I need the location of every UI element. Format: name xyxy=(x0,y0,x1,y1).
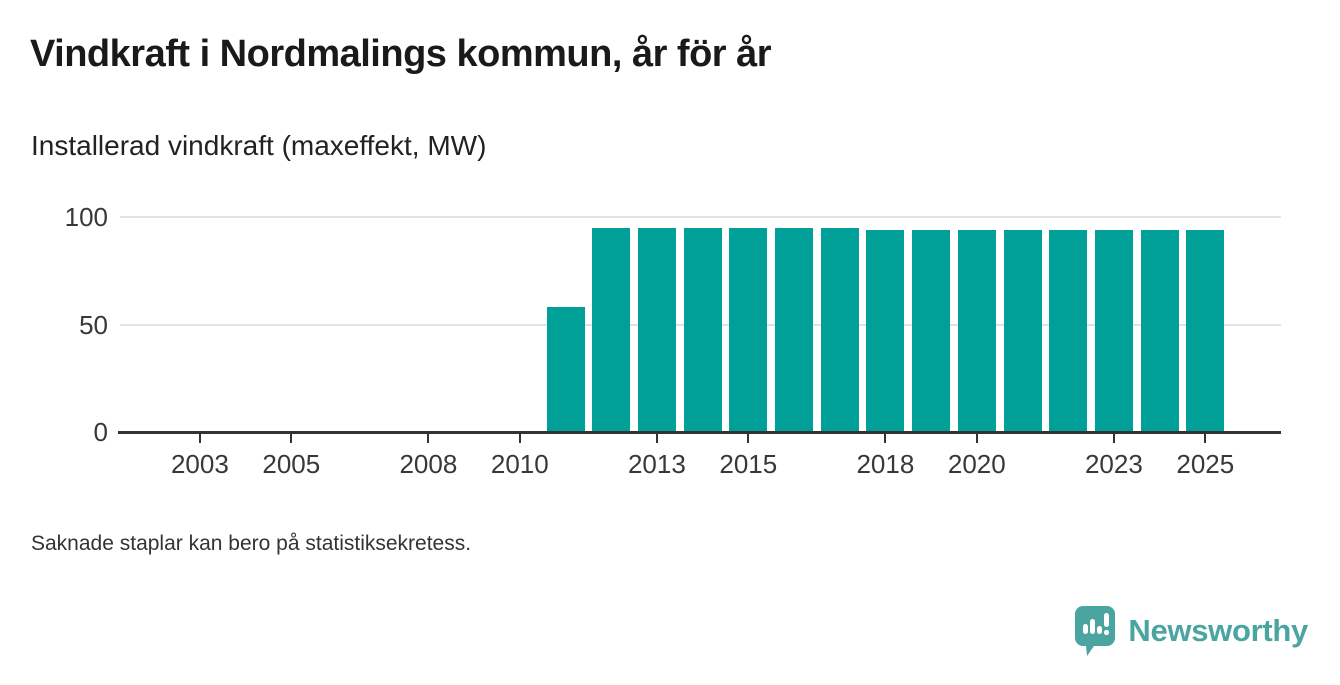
bar-2023 xyxy=(1094,229,1133,432)
chart-footnote: Saknade staplar kan bero på statistiksek… xyxy=(31,532,472,555)
x-axis-tick xyxy=(1204,434,1207,443)
bar-2021 xyxy=(1003,229,1042,432)
x-axis-tick-label: 2013 xyxy=(627,449,686,479)
x-axis-tick-label: 2023 xyxy=(1084,449,1143,479)
bar-2024 xyxy=(1140,229,1179,432)
bar-2012 xyxy=(592,227,631,432)
bar-2016 xyxy=(775,227,813,432)
newsworthy-wordmark: Newsworthy xyxy=(1128,613,1308,648)
x-axis-tick xyxy=(655,434,658,443)
y-axis-tick-label: 100 xyxy=(64,202,108,232)
bar-2025 xyxy=(1186,229,1225,432)
x-axis-tick-label: 2020 xyxy=(947,449,1006,479)
x-axis-tick xyxy=(747,434,750,443)
x-axis-tick xyxy=(1112,434,1115,443)
bar-2011 xyxy=(546,307,585,432)
y-axis-tick-label: 50 xyxy=(79,309,108,340)
x-axis-tick xyxy=(975,434,978,443)
plot-area: 0 50 100 2003 2005 2008 2010 2013 2015 2018 2020 20… xyxy=(64,202,1281,479)
x-axis-tick-label: 2018 xyxy=(856,449,915,479)
bar-2017 xyxy=(820,227,859,432)
bar-2022 xyxy=(1049,229,1088,432)
bar-2018 xyxy=(866,229,905,432)
x-axis-tick-label: 2025 xyxy=(1176,449,1235,479)
bar-2015 xyxy=(729,227,768,432)
gridline-y100 xyxy=(120,216,1281,218)
chart-subtitle: Installerad vindkraft (maxeffekt, MW) xyxy=(31,130,487,161)
bar-2019 xyxy=(912,229,951,432)
newsworthy-logo: Newsworthy xyxy=(1074,605,1308,657)
bar-2014 xyxy=(683,227,722,432)
x-axis-tick xyxy=(518,434,521,443)
x-axis-tick-label: 2010 xyxy=(490,449,549,479)
x-axis-tick xyxy=(884,434,887,443)
x-axis-tick xyxy=(427,434,430,443)
x-axis-tick-label: 2005 xyxy=(262,449,321,479)
x-axis-tick xyxy=(198,434,201,443)
y-axis-tick-label: 0 xyxy=(93,417,108,447)
bar-2020 xyxy=(957,229,996,432)
bar-2013 xyxy=(637,227,676,432)
chart-title: Vindkraft i Nordmalings kommun, år för å… xyxy=(30,33,772,75)
x-axis-tick xyxy=(290,434,293,443)
newsworthy-logo-icon xyxy=(1075,606,1116,656)
x-axis-tick-label: 2003 xyxy=(170,449,229,479)
x-axis-tick-label: 2008 xyxy=(399,449,458,479)
x-axis-tick-label: 2015 xyxy=(719,449,778,479)
x-axis-line xyxy=(118,431,1281,434)
